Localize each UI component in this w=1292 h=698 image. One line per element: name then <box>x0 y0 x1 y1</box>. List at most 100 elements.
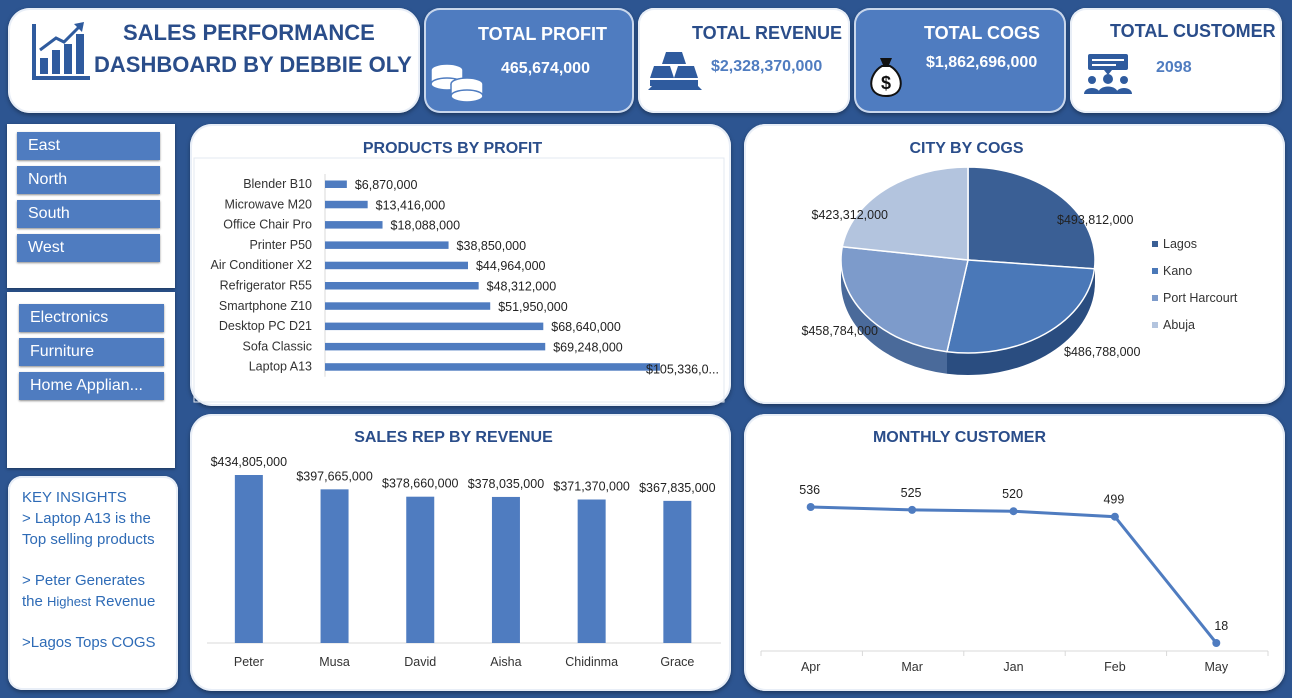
region-slicer: East North South West <box>7 124 175 288</box>
pie-side-kano <box>946 268 1095 375</box>
city-by-cogs-title: CITY BY COGS <box>909 140 1024 157</box>
category-label: Office Chair Pro <box>223 218 312 232</box>
kpi-total-revenue: TOTAL REVENUE $2,328,370,000 <box>638 8 850 113</box>
bar-office-chair-pro <box>325 221 383 229</box>
svg-text:$: $ <box>881 73 891 93</box>
bar-air-conditioner-x2 <box>325 261 468 270</box>
category-label: Blender B10 <box>243 177 312 191</box>
category-slicer: Electronics Furniture Home Applian... <box>7 292 175 468</box>
legend-swatch <box>1152 322 1158 328</box>
kpi-cogs-value: $1,862,696,000 <box>926 54 1038 71</box>
data-label: $105,336,0... <box>646 363 719 377</box>
category-label: Chidinma <box>565 655 618 669</box>
data-point <box>1212 639 1221 647</box>
slicer-region-east[interactable]: East <box>17 132 160 160</box>
bar-desktop-pc-d21 <box>325 322 544 331</box>
bar-smartphone-z10 <box>325 302 491 310</box>
data-point <box>908 505 917 514</box>
coins-icon <box>430 63 484 103</box>
plot-area <box>193 157 725 403</box>
insight-2b: the Highest Revenue <box>22 593 156 610</box>
data-label: $397,665,000 <box>296 469 373 483</box>
data-label: $378,660,000 <box>382 477 459 491</box>
slicer-region-south[interactable]: South <box>17 200 160 228</box>
slicer-category-furniture[interactable]: Furniture <box>19 338 164 366</box>
data-label: 18 <box>1214 619 1228 633</box>
bar-grace <box>663 500 692 643</box>
dashboard-title-line1: SALES PERFORMANCE <box>123 20 375 45</box>
category-label: Desktop PC D21 <box>219 319 312 333</box>
data-point <box>806 503 815 511</box>
bar-aisha <box>491 496 520 643</box>
insight-1b: Top selling products <box>22 531 155 548</box>
data-label: 520 <box>1002 487 1023 501</box>
pie-data-label: $493,812,000 <box>1057 213 1134 227</box>
slicer-category-home-appliances[interactable]: Home Applian... <box>19 372 164 400</box>
key-insights-text: KEY INSIGHTS > Laptop A13 is the Top sel… <box>22 487 156 653</box>
pie-data-label: $458,784,000 <box>802 324 879 338</box>
pie-slice-port-harcourt <box>840 245 969 353</box>
header-card: SALES PERFORMANCE DASHBOARD BY DEBBIE OL… <box>8 8 420 113</box>
bar-sofa-classic <box>325 342 546 351</box>
kpi-customer-title: TOTAL CUSTOMER <box>1110 21 1276 41</box>
pie-slice-kano <box>946 259 1096 354</box>
category-label: Sofa Classic <box>243 339 312 353</box>
kpi-total-profit: TOTAL PROFIT 465,674,000 <box>424 8 634 113</box>
category-label: Refrigerator R55 <box>220 279 312 293</box>
data-label: 536 <box>799 483 820 497</box>
data-label: $434,805,000 <box>211 455 288 469</box>
monthly-customer-title: MONTHLY CUSTOMER <box>872 429 1047 446</box>
category-label: Mar <box>901 660 923 674</box>
products-by-profit-card: PRODUCTS BY PROFIT Blender B10 $6,870,000… <box>190 124 731 406</box>
bar-chidinma <box>577 499 606 643</box>
products-by-profit-title: PRODUCTS BY PROFIT <box>362 140 543 157</box>
insights-heading: KEY INSIGHTS <box>22 489 127 506</box>
data-label: $378,035,000 <box>468 477 545 491</box>
slicer-region-north[interactable]: North <box>17 166 160 194</box>
category-label: David <box>404 655 436 669</box>
category-label: Peter <box>234 655 264 669</box>
category-label: Air Conditioner X2 <box>211 258 312 272</box>
category-label: Microwave M20 <box>224 197 312 211</box>
data-label: $48,312,000 <box>487 280 557 294</box>
bar-peter <box>234 475 263 643</box>
slicer-region-west[interactable]: West <box>17 234 160 262</box>
bar-chart-growth-icon <box>32 22 90 80</box>
kpi-customer-value: 2098 <box>1156 59 1192 76</box>
kpi-total-customer: TOTAL CUSTOMER 2098 <box>1070 8 1282 113</box>
bar-laptop-a13 <box>325 363 660 371</box>
pie-slice-abuja <box>841 166 969 261</box>
data-label: $371,370,000 <box>553 480 630 494</box>
data-point <box>1110 512 1119 521</box>
category-label: Jan <box>1003 660 1023 674</box>
bar-musa <box>320 489 349 643</box>
bar-david <box>406 496 435 643</box>
insight-2a: > Peter Generates <box>22 572 145 589</box>
data-label: 525 <box>901 486 922 500</box>
category-label: Grace <box>660 655 694 669</box>
city-by-cogs-card: CITY BY COGS $493,812,000 $486,788,000 $45… <box>744 124 1285 404</box>
dashboard-title-line2: DASHBOARD BY DEBBIE OLY <box>94 52 412 77</box>
key-insights-card: KEY INSIGHTS > Laptop A13 is the Top sel… <box>8 476 178 690</box>
pie-slice-lagos <box>967 166 1096 270</box>
bar-blender-b10 <box>325 180 347 188</box>
legend-swatch <box>1152 241 1158 247</box>
kpi-profit-title: TOTAL PROFIT <box>478 24 607 44</box>
kpi-profit-value: 465,674,000 <box>501 60 590 77</box>
category-label: Smartphone Z10 <box>219 299 312 313</box>
insight-1a: > Laptop A13 is the <box>22 510 151 527</box>
pie-data-label: $423,312,000 <box>812 208 889 222</box>
pie-side-port-harcourt <box>841 260 947 374</box>
kpi-total-cogs: TOTAL COGS $1,862,696,000 $ <box>854 8 1066 113</box>
slicer-category-electronics[interactable]: Electronics <box>19 304 164 332</box>
legend-label: Kano <box>1163 264 1192 278</box>
legend-label: Lagos <box>1163 237 1197 251</box>
sales-rep-by-revenue-title: SALES REP BY REVENUE <box>354 429 553 446</box>
data-label: $18,088,000 <box>391 219 461 233</box>
legend-label: Port Harcourt <box>1163 291 1238 305</box>
monthly-customer-chart: 536 Apr 525 Mar 520 Jan 499 Feb 18 May <box>760 483 1269 674</box>
data-label: $38,850,000 <box>457 239 527 253</box>
city-by-cogs-chart: $493,812,000 $486,788,000 $458,784,000 $423… <box>802 166 1238 375</box>
category-label: May <box>1204 660 1228 674</box>
data-label: $13,416,000 <box>376 198 446 212</box>
